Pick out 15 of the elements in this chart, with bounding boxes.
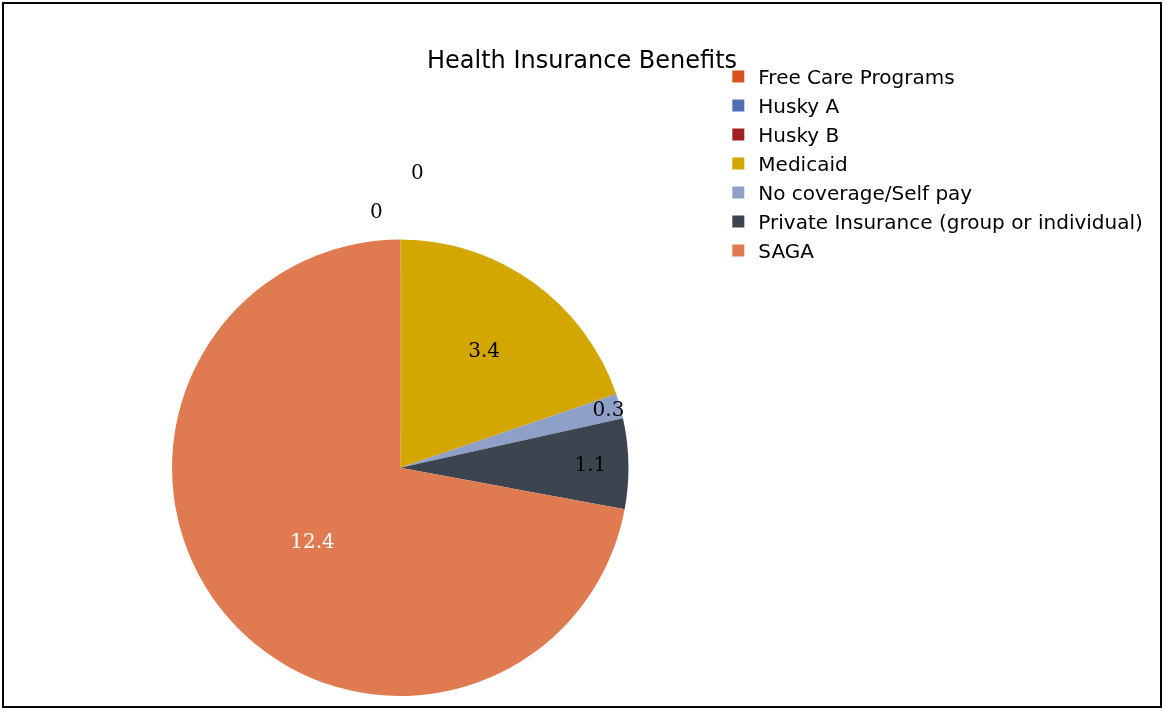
text: 0	[411, 160, 424, 184]
legend-label: Husky A	[758, 94, 840, 119]
data-label: 3.4	[468, 338, 501, 363]
chart-title: Health Insurance Benefits	[427, 46, 738, 74]
pie-slice	[400, 418, 629, 510]
legend-label: Private Insurance (group or individual)	[758, 210, 1143, 235]
data-label: 12.4	[290, 528, 335, 553]
pie-slice	[172, 239, 625, 696]
legend-label: Free Care Programs	[758, 65, 955, 90]
text: 0	[370, 199, 383, 223]
legend-label: Husky B	[758, 123, 840, 148]
data-label: 1.1	[574, 452, 607, 477]
legend-label: No coverage/Self pay	[758, 181, 973, 206]
legend-label: Medicaid	[758, 152, 848, 177]
legend-label: SAGA	[758, 239, 815, 264]
